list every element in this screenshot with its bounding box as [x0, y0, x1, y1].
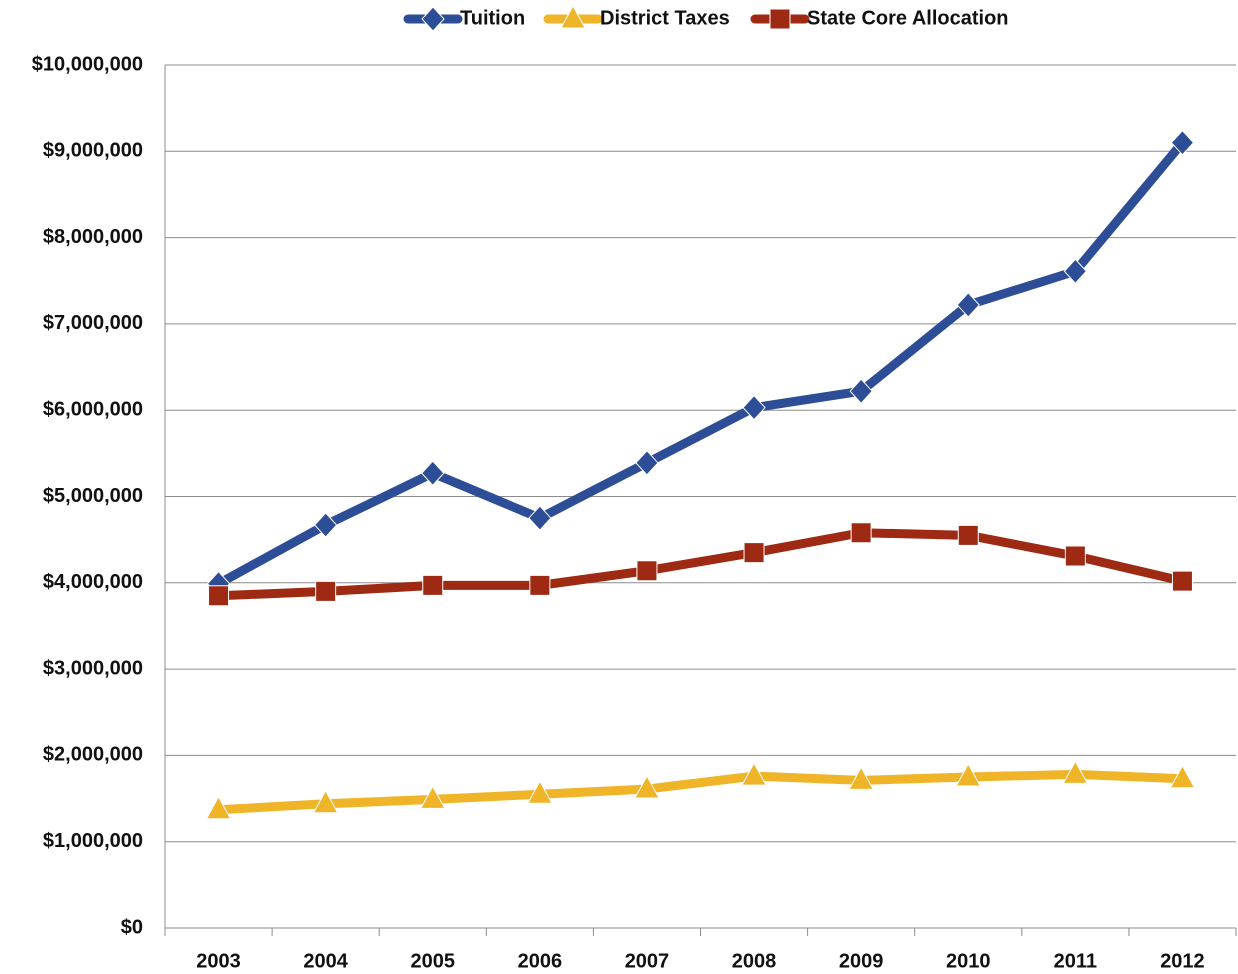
y-tick-label: $3,000,000 [43, 657, 143, 679]
y-tick-label: $1,000,000 [43, 830, 143, 852]
y-tick-label: $2,000,000 [43, 744, 143, 766]
x-tick-label: 2010 [946, 950, 991, 972]
marker [1170, 129, 1195, 156]
marker [421, 460, 445, 486]
legend-label: Tuition [460, 7, 525, 29]
series-line [214, 769, 1187, 815]
marker [315, 580, 337, 602]
x-tick-label: 2011 [1054, 950, 1097, 972]
marker [528, 505, 552, 531]
y-tick-label: $9,000,000 [43, 140, 143, 162]
x-tick-label: 2007 [625, 950, 670, 972]
marker [742, 394, 766, 421]
series-line [214, 138, 1187, 589]
series-line [214, 528, 1187, 601]
marker [741, 762, 767, 786]
marker [1063, 258, 1088, 284]
marker [1169, 764, 1196, 789]
marker [956, 292, 980, 318]
legend-label: District Taxes [600, 7, 730, 29]
marker [529, 574, 551, 596]
marker [769, 8, 791, 30]
marker [636, 560, 658, 582]
x-tick-label: 2012 [1160, 950, 1205, 972]
marker [635, 450, 659, 476]
marker [957, 524, 979, 546]
y-tick-label: $4,000,000 [43, 571, 143, 593]
y-tick-label: $6,000,000 [43, 398, 143, 420]
marker [743, 542, 765, 564]
y-tick-label: $0 [121, 916, 143, 938]
marker [634, 775, 660, 799]
marker [1064, 545, 1086, 567]
marker [419, 785, 446, 809]
marker [312, 789, 339, 814]
y-tick-label: $8,000,000 [43, 226, 143, 248]
marker [850, 522, 872, 544]
y-tick-label: $10,000,000 [32, 53, 143, 75]
marker [1062, 760, 1089, 784]
y-tick-label: $7,000,000 [43, 312, 143, 334]
marker [560, 4, 586, 29]
x-tick-label: 2006 [518, 950, 563, 972]
x-tick-label: 2008 [732, 950, 777, 972]
marker [205, 795, 232, 820]
x-tick-label: 2004 [303, 950, 348, 972]
x-tick-label: 2009 [839, 950, 884, 972]
marker [421, 6, 445, 32]
marker [208, 585, 230, 607]
marker [422, 574, 444, 596]
marker [849, 378, 873, 404]
legend-label: State Core Allocation [807, 7, 1009, 29]
y-tick-label: $5,000,000 [43, 485, 143, 507]
x-tick-label: 2005 [411, 950, 456, 972]
x-tick-label: 2003 [196, 950, 241, 972]
marker [1171, 570, 1193, 592]
marker [848, 766, 874, 790]
marker [527, 780, 553, 804]
marker [955, 762, 982, 787]
marker [313, 512, 338, 538]
